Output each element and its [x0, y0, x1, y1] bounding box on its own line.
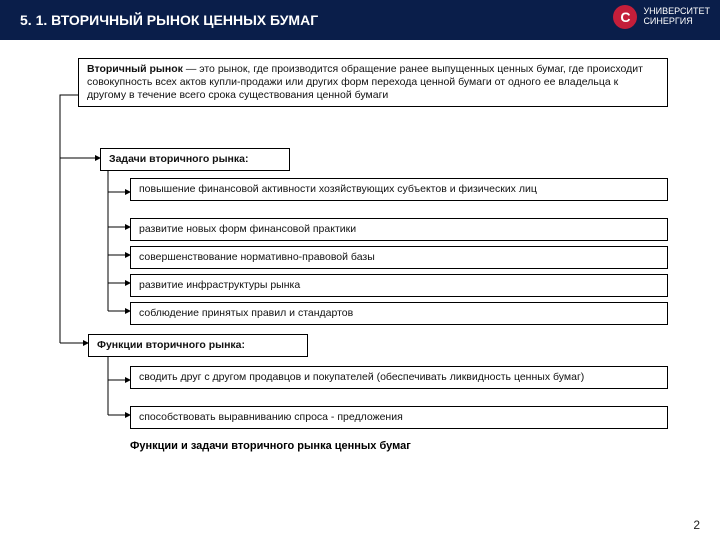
function-box: способствовать выравниванию спроса - пре… [130, 406, 668, 429]
logo-badge: С УНИВЕРСИТЕТ СИНЕРГИЯ [613, 5, 710, 29]
diagram-caption: Функции и задачи вторичного рынка ценных… [130, 440, 411, 452]
page-number: 2 [693, 518, 700, 532]
logo-text: УНИВЕРСИТЕТ СИНЕРГИЯ [643, 7, 710, 27]
logo-line2: СИНЕРГИЯ [643, 17, 710, 27]
task-box: соблюдение принятых правил и стандартов [130, 302, 668, 325]
diagram-area: Вторичный рынок — это рынок, где произво… [0, 40, 720, 520]
logo-icon: С [613, 5, 637, 29]
page-title: 5. 1. ВТОРИЧНЫЙ РЫНОК ЦЕННЫХ БУМАГ [0, 12, 318, 28]
tasks-header-box: Задачи вторичного рынка: [100, 148, 290, 171]
task-box: развитие новых форм финансовой практики [130, 218, 668, 241]
task-box: совершенствование нормативно-правовой ба… [130, 246, 668, 269]
header-bar: 5. 1. ВТОРИЧНЫЙ РЫНОК ЦЕННЫХ БУМАГ С УНИ… [0, 0, 720, 40]
function-box: сводить друг с другом продавцов и покупа… [130, 366, 668, 389]
functions-header-box: Функции вторичного рынка: [88, 334, 308, 357]
definition-lead: Вторичный рынок [87, 63, 183, 75]
task-box: развитие инфраструктуры рынка [130, 274, 668, 297]
definition-box: Вторичный рынок — это рынок, где произво… [78, 58, 668, 107]
task-box: повышение финансовой активности хозяйств… [130, 178, 668, 201]
